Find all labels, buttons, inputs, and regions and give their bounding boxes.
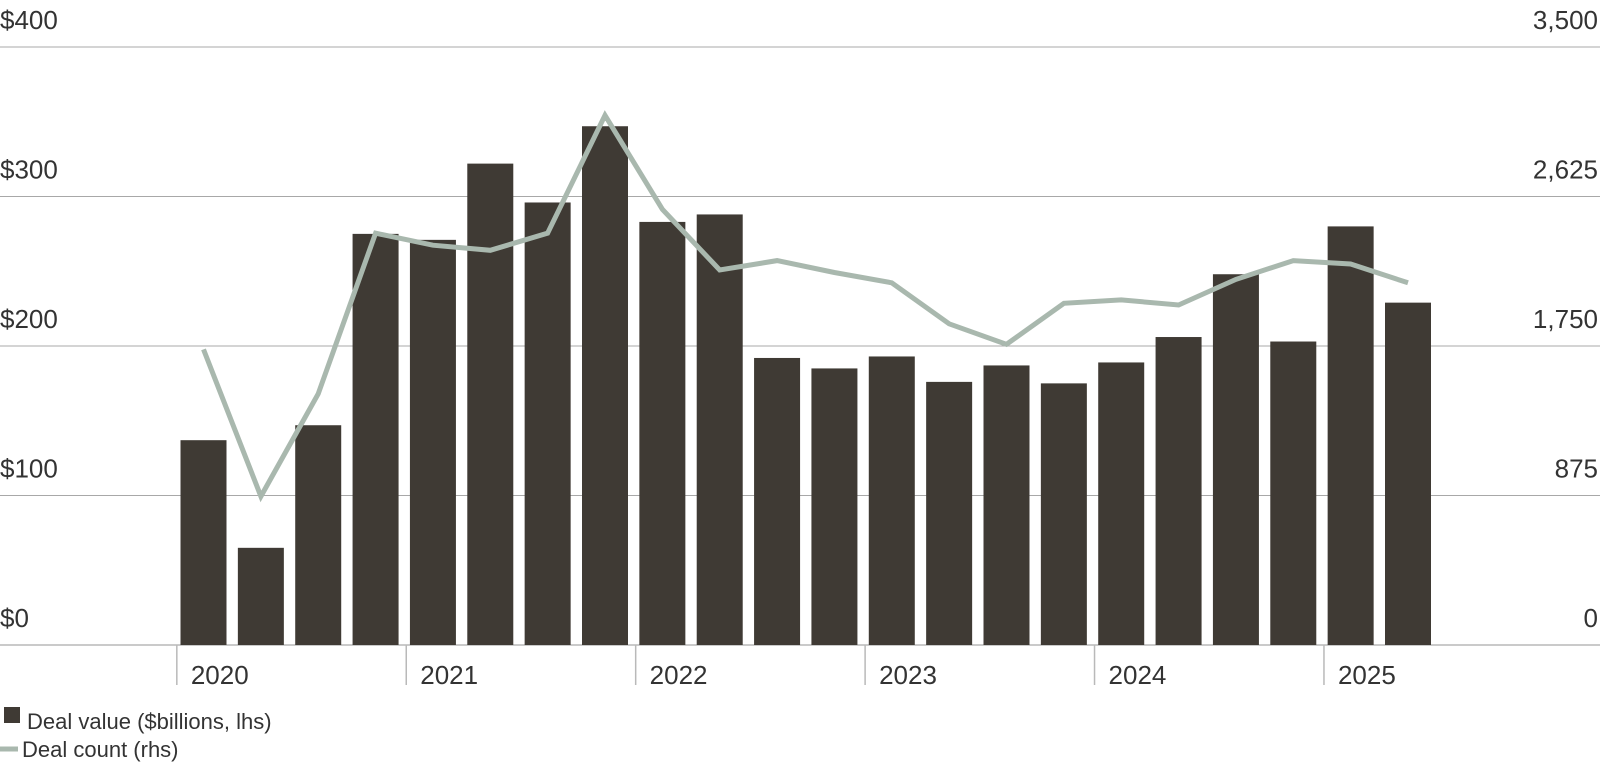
axes: $0 0 $100 875 $200 1,750 $300 2,625 $400 3,500 202… [0, 5, 1598, 690]
bar [754, 357, 801, 645]
y-left-tick-label: $200 [0, 304, 58, 334]
x-tick-label: 2025 [1338, 660, 1396, 690]
legend: Deal value ($billions, lhs) Deal count (r… [0, 707, 272, 762]
line-series [201, 110, 1409, 503]
y-left-tick-label: $300 [0, 155, 58, 185]
bar [1270, 341, 1317, 645]
y-right-tick-label: 2,625 [1533, 155, 1598, 185]
bar [1040, 383, 1087, 645]
bar [1385, 302, 1431, 645]
bar [983, 365, 1030, 645]
x-tick-label: 2022 [650, 660, 708, 690]
bar [1098, 362, 1145, 645]
bar [868, 356, 915, 645]
y-left-tick-label: $0 [0, 603, 29, 633]
bar [409, 239, 456, 646]
bar [582, 126, 628, 646]
y-right-tick-label: 1,750 [1533, 304, 1598, 334]
x-tick-label: 2021 [420, 660, 478, 690]
bar [1155, 337, 1202, 645]
bar [180, 440, 227, 645]
y-left-tick-label: $400 [0, 5, 58, 35]
bar [1212, 274, 1259, 645]
bar [467, 163, 514, 646]
bar [811, 368, 858, 645]
bar [696, 214, 743, 645]
bar [295, 425, 342, 645]
y-right-tick-label: 875 [1555, 454, 1598, 484]
y-right-tick-label: 3,500 [1533, 5, 1598, 35]
bar-series [180, 126, 1431, 646]
y-right-tick-label: 0 [1584, 603, 1598, 633]
bar [639, 221, 686, 646]
legend-swatch-bar [4, 707, 20, 723]
legend-label-deal-value: Deal value ($billions, lhs) [27, 709, 272, 734]
x-tick-label: 2023 [879, 660, 937, 690]
bar [352, 233, 399, 645]
legend-label-deal-count: Deal count (rhs) [22, 737, 179, 762]
y-left-tick-label: $100 [0, 454, 58, 484]
bar [524, 202, 571, 646]
deal-count-line [201, 110, 1409, 503]
bar [1327, 226, 1374, 645]
x-tick-label: 2024 [1109, 660, 1167, 690]
bar [926, 381, 973, 645]
bar [237, 547, 284, 645]
x-tick-label: 2020 [191, 660, 249, 690]
